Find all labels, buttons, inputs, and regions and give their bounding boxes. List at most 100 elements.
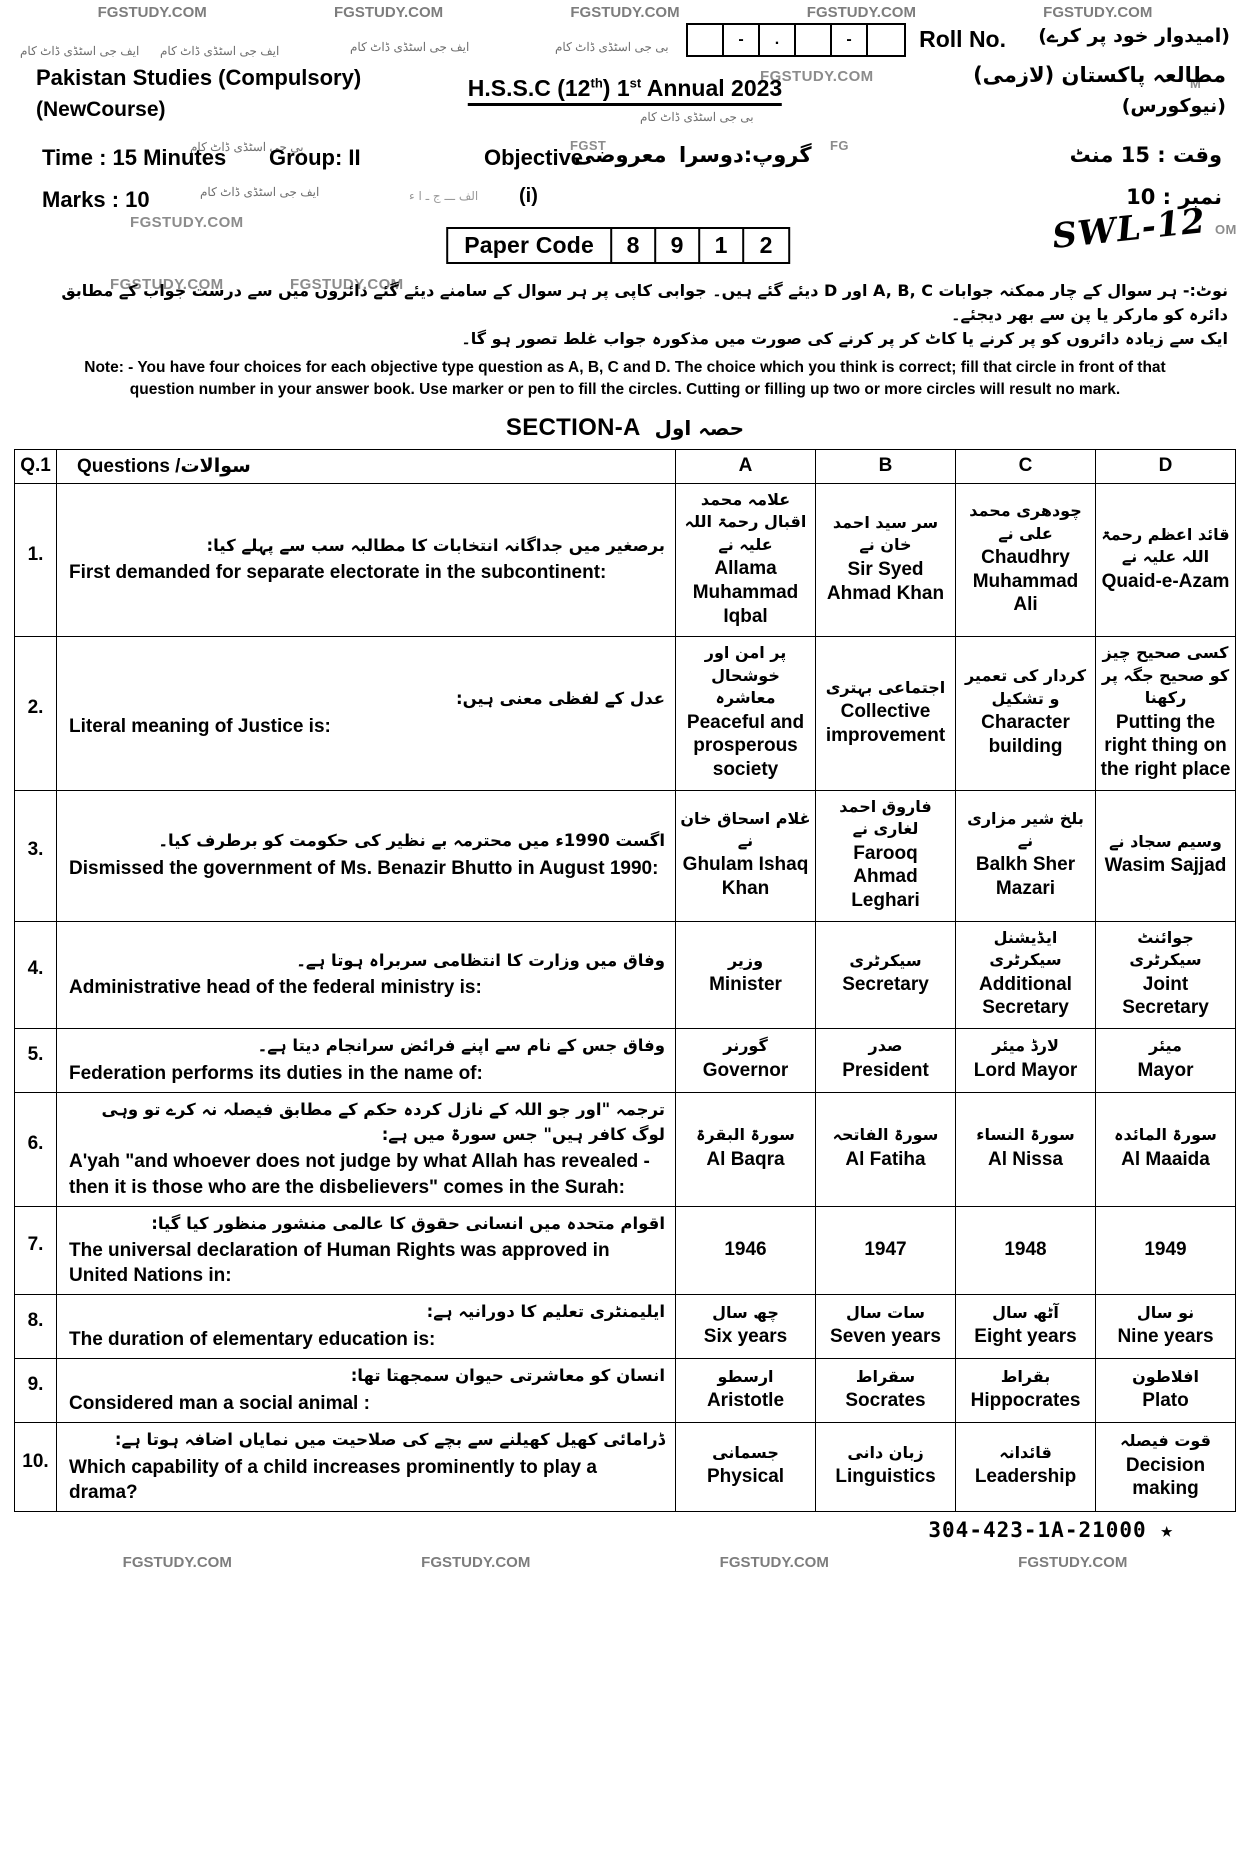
- table-row: 5. وفاق جس کے نام سے اپنے فرائض سرانجام د…: [14, 1028, 1236, 1093]
- option-c-en: Additional Secretary: [979, 973, 1072, 1019]
- question-cell: ڈرامائی کھیل کھیلنے سے بچے کی صلاحیت میں…: [56, 1422, 676, 1513]
- option-c-cell[interactable]: بقراط Hippocrates: [955, 1358, 1096, 1424]
- option-d-cell[interactable]: افلاطون Plato: [1095, 1358, 1236, 1424]
- option-c-cell[interactable]: لارڈ میئر Lord Mayor: [955, 1028, 1096, 1093]
- option-d-cell[interactable]: قوت فیصلہ Decision making: [1095, 1422, 1236, 1513]
- marks-label: Marks: [42, 187, 106, 212]
- option-b-ur: سورۃ الفاتحہ: [832, 1125, 939, 1145]
- option-d-cell[interactable]: نو سال Nine years: [1095, 1294, 1236, 1360]
- watermark-text: FGSTUDY.COM: [421, 1554, 531, 1572]
- option-b-cell[interactable]: سورۃ الفاتحہ Al Fatiha: [815, 1091, 956, 1207]
- option-a-cell[interactable]: وزیر Minister: [675, 920, 816, 1030]
- option-d-cell[interactable]: وسیم سجاد نے Wasim Sajjad: [1095, 789, 1236, 922]
- option-b-en: Secretary: [842, 974, 929, 996]
- page-footer: 304-423-1A-21000 ★ FGSTUDY.COM FGSTUDY.C…: [14, 1518, 1236, 1571]
- paper-code-digit-3: 1: [700, 229, 745, 262]
- option-b-cell[interactable]: سات سال Seven years: [815, 1294, 956, 1360]
- option-a-cell[interactable]: علامہ محمد اقبال رحمۃ اللہ علیہ نے Allama…: [675, 482, 816, 638]
- option-c-cell[interactable]: سورۃ النساء Al Nissa: [955, 1091, 1096, 1207]
- marks-row: Marks : 10 الف ـــ ج ـ ا ء (i) نمبر : 10: [14, 185, 1236, 227]
- option-a-ur: چھ سال: [712, 1302, 779, 1322]
- roll-no-digit-6[interactable]: [868, 25, 904, 55]
- question-text-en: The universal declaration of Human Right…: [69, 1240, 610, 1287]
- header-questions-ur: سوالات: [180, 454, 251, 477]
- option-a-ur: وزیر: [727, 950, 764, 970]
- option-a-cell[interactable]: 1946: [675, 1205, 816, 1296]
- option-a-en: Aristotle: [706, 1390, 785, 1412]
- time-group-row: Time : 15 Minutes Group: II Objective مع…: [14, 141, 1236, 185]
- objective-label: Objective: [484, 145, 584, 170]
- option-a-cell[interactable]: غلام اسحاق خان نے Ghulam Ishaq Khan: [675, 789, 816, 922]
- option-b-cell[interactable]: اجتماعی بہتری Collective improvement: [815, 636, 956, 791]
- marks-value: : 10: [111, 187, 150, 212]
- watermark-text: FGSTUDY.COM: [334, 4, 444, 21]
- option-b-cell[interactable]: سقراط Socrates: [815, 1358, 956, 1424]
- note-english-line-1: Note: - You have four choices for each o…: [84, 359, 1166, 376]
- option-c-ur: چودھری محمد علی نے: [969, 501, 1082, 543]
- questions-table: Q.1 Questions /سوالات A B C D 1. برصغیر م…: [14, 448, 1236, 1513]
- option-d-cell[interactable]: سورۃ المائدہ Al Maaida: [1095, 1091, 1236, 1207]
- option-a-en: Physical: [706, 1466, 785, 1488]
- roll-no-digit-4[interactable]: [796, 25, 832, 55]
- option-c-ur: بقراط: [1000, 1366, 1051, 1386]
- paper-code-digit-4: 2: [759, 232, 773, 258]
- subject-course-ur: (نیوکورس): [1121, 95, 1226, 117]
- option-b-ur: زبان دانی: [847, 1443, 924, 1463]
- table-row: 4. وفاق میں وزارت کا انتظامی سربراہ ہوتا …: [14, 920, 1236, 1030]
- option-b-cell[interactable]: سر سید احمد خان نے Sir Syed Ahmad Khan: [815, 482, 956, 638]
- roll-no-digit-2[interactable]: -: [724, 25, 760, 55]
- roll-no-digit-1[interactable]: [688, 25, 724, 55]
- question-text-en: Federation performs its duties in the na…: [69, 1062, 483, 1084]
- option-a-cell[interactable]: پر امن اور خوشحال معاشرہ Peaceful and pro…: [675, 636, 816, 791]
- option-a-cell[interactable]: جسمانی Physical: [675, 1422, 816, 1513]
- question-text-ur: اقوام متحدہ میں انسانی حقوق کا عالمی منش…: [151, 1213, 665, 1233]
- section-label-en: SECTION-A: [505, 413, 641, 441]
- roll-no-digit-5[interactable]: -: [832, 25, 868, 55]
- option-c-en: Hippocrates: [970, 1390, 1081, 1412]
- option-c-ur: لارڈ میئر: [992, 1036, 1059, 1056]
- option-a-cell[interactable]: سورۃ البقرۃ Al Baqra: [675, 1091, 816, 1207]
- option-a-cell[interactable]: گورنر Governor: [675, 1028, 816, 1093]
- objective-label-ur: معروضی: [574, 143, 667, 167]
- option-d-cell[interactable]: کسی صحیح چیز کو صحیح جگہ پر رکھنا Putting…: [1095, 636, 1236, 791]
- paper-code-digit-2: 9: [656, 229, 701, 262]
- option-d-cell[interactable]: قائد اعظم رحمۃ اللہ علیہ نے Quaid-e-Azam: [1095, 482, 1236, 638]
- header-option-a: A: [675, 448, 816, 484]
- option-c-cell[interactable]: کردار کی تعمیر و تشکیل Character building: [955, 636, 1096, 791]
- question-cell: برصغیر میں جداگانہ انتخابات کا مطالبہ سب…: [56, 482, 676, 638]
- option-a-cell[interactable]: ارسطو Aristotle: [675, 1358, 816, 1424]
- table-row: 10. ڈرامائی کھیل کھیلنے سے بچے کی صلاحیت …: [14, 1422, 1236, 1513]
- option-b-cell[interactable]: 1947: [815, 1205, 956, 1296]
- option-b-cell[interactable]: زبان دانی Linguistics: [815, 1422, 956, 1513]
- question-text-en: Administrative head of the federal minis…: [69, 977, 482, 999]
- roll-no-digit-3[interactable]: .: [760, 25, 796, 55]
- option-d-cell[interactable]: 1949: [1095, 1205, 1236, 1296]
- option-b-cell[interactable]: صدر President: [815, 1028, 956, 1093]
- question-text-en: Which capability of a child increases pr…: [69, 1456, 597, 1503]
- option-c-cell[interactable]: بلخ شیر مزاری نے Balkh Sher Mazari: [955, 789, 1096, 922]
- roll-no-boxes[interactable]: - . -: [686, 23, 906, 57]
- option-b-en: Farooq Ahmad Leghari: [851, 842, 920, 912]
- option-d-cell[interactable]: میئر Mayor: [1095, 1028, 1236, 1093]
- option-b-en: Socrates: [845, 1390, 926, 1412]
- section-heading: SECTION-A حصہ اول: [14, 414, 1236, 442]
- option-d-cell[interactable]: جوائنٹ سیکرٹری Joint Secretary: [1095, 920, 1236, 1030]
- option-c-cell[interactable]: ایڈیشنل سیکرٹری Additional Secretary: [955, 920, 1096, 1030]
- candidate-note-urdu: (امیدوار خود پر کرے): [1038, 25, 1230, 47]
- option-c-cell[interactable]: 1948: [955, 1205, 1096, 1296]
- paper-code-label: Paper Code: [448, 229, 613, 262]
- marks-info: Marks : 10: [42, 187, 150, 213]
- paper-code-digit-1: 8: [612, 229, 657, 262]
- time-label-ur: وقت : 15 منٹ: [1069, 143, 1222, 167]
- option-b-en: Collective improvement: [825, 701, 946, 746]
- option-b-cell[interactable]: سیکرٹری Secretary: [815, 920, 956, 1030]
- option-b-ur: سر سید احمد خان نے: [832, 513, 939, 555]
- question-text-ur: عدل کے لفظی معنی ہیں:: [455, 689, 665, 709]
- option-c-cell[interactable]: قائدانہ Leadership: [955, 1422, 1096, 1513]
- option-c-cell[interactable]: چودھری محمد علی نے Chaudhry Muhammad Ali: [955, 482, 1096, 638]
- option-b-en: Al Fatiha: [845, 1148, 926, 1170]
- option-a-en: Six years: [703, 1326, 788, 1348]
- option-c-cell[interactable]: آٹھ سال Eight years: [955, 1294, 1096, 1360]
- option-b-cell[interactable]: فاروق احمد لغاری نے Farooq Ahmad Leghari: [815, 789, 956, 922]
- option-a-cell[interactable]: چھ سال Six years: [675, 1294, 816, 1360]
